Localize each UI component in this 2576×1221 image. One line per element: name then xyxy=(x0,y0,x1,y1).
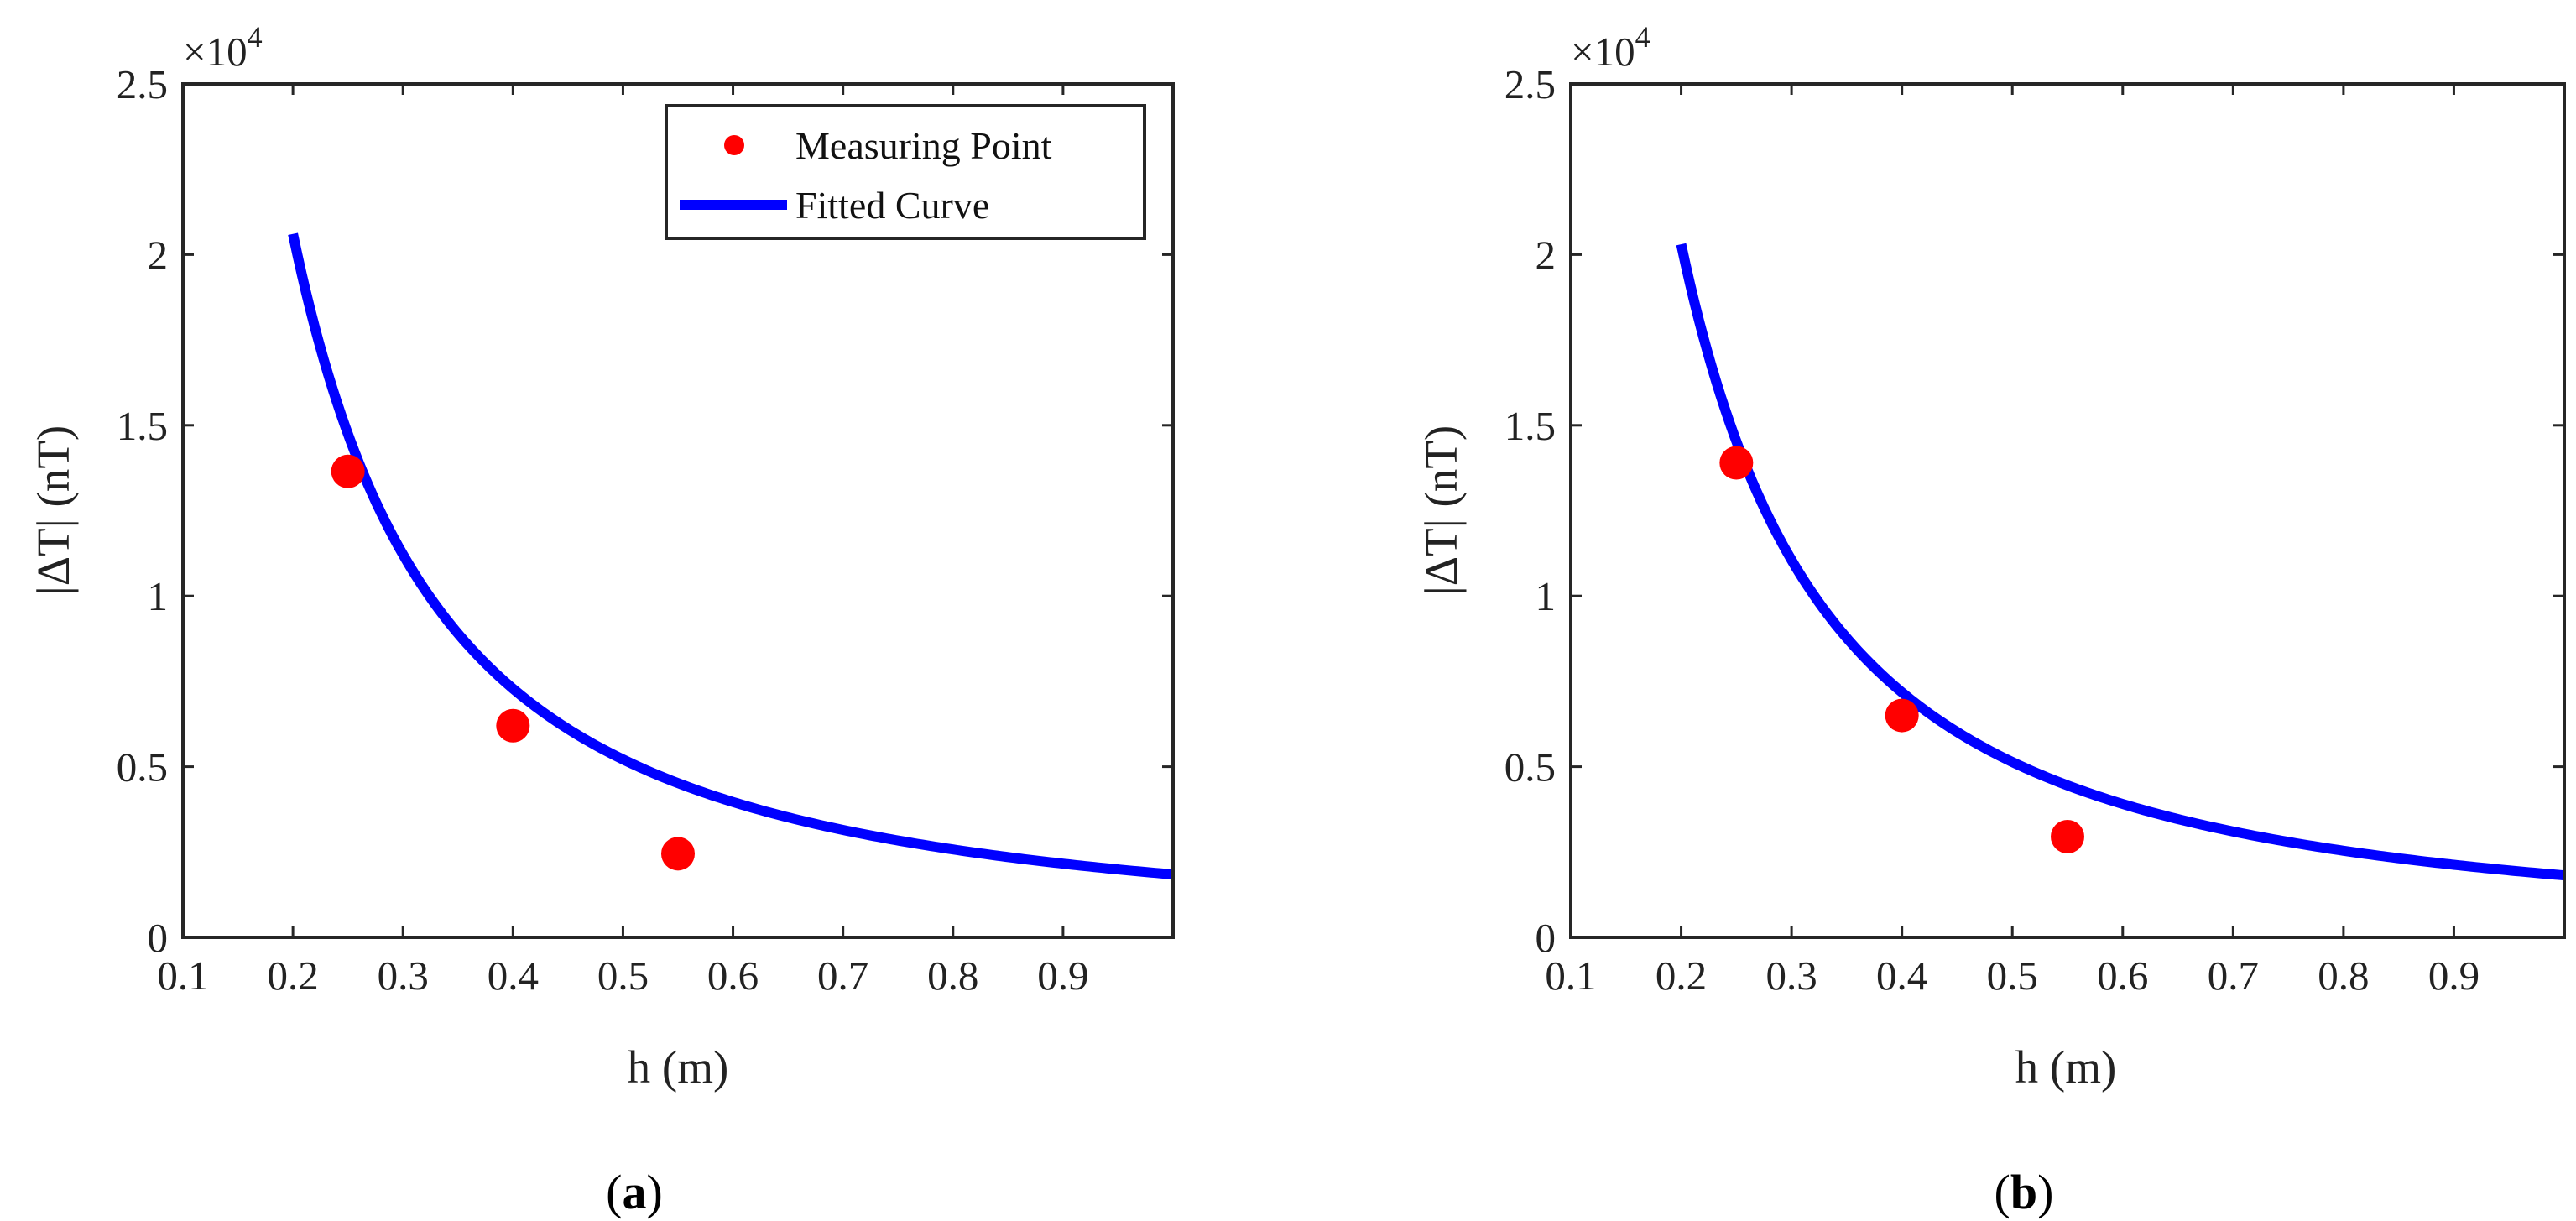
y-tick-label: 1.5 xyxy=(117,403,168,449)
y-axis-label-a: |ΔT| (nT) xyxy=(28,425,79,595)
y-multiplier-b: ×104 xyxy=(1571,20,1650,75)
caption-b: (b) xyxy=(1995,1165,2054,1219)
x-tick-label: 0.6 xyxy=(707,952,759,999)
legend-marker-measuring-point xyxy=(724,135,744,155)
measuring-point xyxy=(496,708,530,743)
ticks-a: 0.1 0.2 0.3 0.4 0.5 0.6 0.7 0.8 0.9 0 0.5 1 1.5 2 2.5 xyxy=(117,61,1173,999)
measuring-point xyxy=(1885,698,1919,733)
x-tick-label: 0.1 xyxy=(1545,952,1596,999)
fitted-curve-line xyxy=(1676,243,2565,881)
x-tick-label: 0.3 xyxy=(1765,952,1817,999)
x-tick-label: 0.7 xyxy=(2208,952,2259,999)
x-axis-label-a: h (m) xyxy=(628,1041,729,1093)
y-tick-label: 1.5 xyxy=(1504,403,1556,449)
y-tick-label: 0 xyxy=(148,915,169,961)
legend-label-fitted-curve: Fitted Curve xyxy=(795,184,989,227)
plot-marks-a xyxy=(288,232,1174,880)
measuring-point xyxy=(661,837,695,871)
y-tick-label: 2 xyxy=(1536,232,1557,278)
x-tick-label: 0.3 xyxy=(378,952,429,999)
x-tick-label: 0.8 xyxy=(2318,952,2369,999)
legend-a: Measuring Point Fitted Curve xyxy=(665,104,1146,240)
measuring-point xyxy=(2051,819,2084,853)
x-tick-label: 0.5 xyxy=(1987,952,2038,999)
caption-a: (a) xyxy=(606,1165,663,1219)
x-tick-label: 0.5 xyxy=(597,952,649,999)
x-tick-label: 0.6 xyxy=(2097,952,2148,999)
x-tick-label: 0.2 xyxy=(1656,952,1707,999)
chart-panel-a: 0.1 0.2 0.3 0.4 0.5 0.6 0.7 0.8 0.900.511.522.5 … xyxy=(28,20,1175,1219)
y-axis-label-b: |ΔT| (nT) xyxy=(1416,425,1467,595)
x-tick-label: 0.1 xyxy=(157,952,208,999)
y-tick-label: 0.5 xyxy=(117,744,168,791)
ticks-b: 0.1 0.2 0.3 0.4 0.5 0.6 0.7 0.8 0.9 0 0.5 1 1.5 2 2.5 xyxy=(1504,61,2564,999)
legend-box-a xyxy=(665,104,1146,240)
x-tick-label: 0.9 xyxy=(2428,952,2480,999)
x-tick-label: 0.7 xyxy=(817,952,868,999)
legend-label-measuring-point: Measuring Point xyxy=(795,124,1052,167)
y-tick-label: 2 xyxy=(148,232,169,278)
x-tick-label: 0.2 xyxy=(267,952,318,999)
fitted-curve-line xyxy=(288,232,1174,880)
y-tick-label: 1 xyxy=(148,573,169,619)
x-tick-label: 0.9 xyxy=(1037,952,1088,999)
x-tick-label: 0.4 xyxy=(488,952,539,999)
plot-frame-a xyxy=(181,82,1175,939)
measuring-point xyxy=(331,454,365,488)
x-tick-label: 0.8 xyxy=(927,952,978,999)
plot-marks-b xyxy=(1676,243,2565,881)
x-tick-label: 0.4 xyxy=(1876,952,1927,999)
y-tick-label: 2.5 xyxy=(1504,61,1556,107)
measuring-point xyxy=(1719,446,1754,480)
y-tick-label: 2.5 xyxy=(117,61,168,107)
y-multiplier-a: ×104 xyxy=(183,20,263,75)
y-tick-label: 0.5 xyxy=(1504,744,1556,791)
x-axis-label-b: h (m) xyxy=(2015,1041,2117,1093)
plot-frame-b xyxy=(1569,82,2566,939)
y-tick-label: 1 xyxy=(1536,573,1557,619)
y-tick-label: 0 xyxy=(1536,915,1557,961)
chart-panel-b: 0.1 0.2 0.3 0.4 0.5 0.6 0.7 0.8 0.900.511.522.5 … xyxy=(1416,20,2566,1219)
